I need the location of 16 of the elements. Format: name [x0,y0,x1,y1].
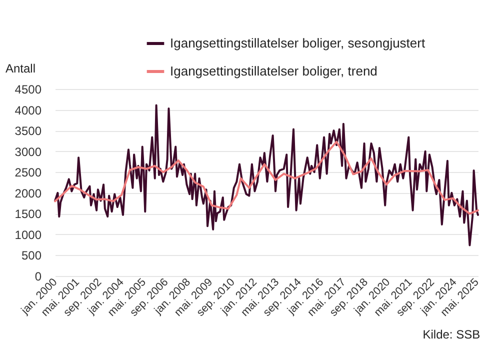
y-tick-label: 2500 [14,166,42,180]
y-tick-label: 2000 [14,186,42,200]
y-tick-label: 1500 [14,207,42,222]
line-series [54,140,479,215]
y-tick-label: 4000 [14,103,42,118]
text: Kilde: SSB [422,328,480,342]
legend-label: Igangsettingstillatelser boliger, trend [170,64,378,78]
y-axis-title: Antall [6,62,36,76]
legend-label: Igangsettingstillatelser boliger, sesongjustert [170,36,426,50]
y-tick-label: 4500 [14,82,42,96]
y-tick-label: 3000 [14,144,42,159]
y-tick-label: 3500 [14,124,42,138]
y-tick-label: 1000 [14,228,42,242]
y-tick-label: 500 [21,248,42,263]
y-tick-label: 0 [34,270,42,284]
line-series [54,104,479,246]
